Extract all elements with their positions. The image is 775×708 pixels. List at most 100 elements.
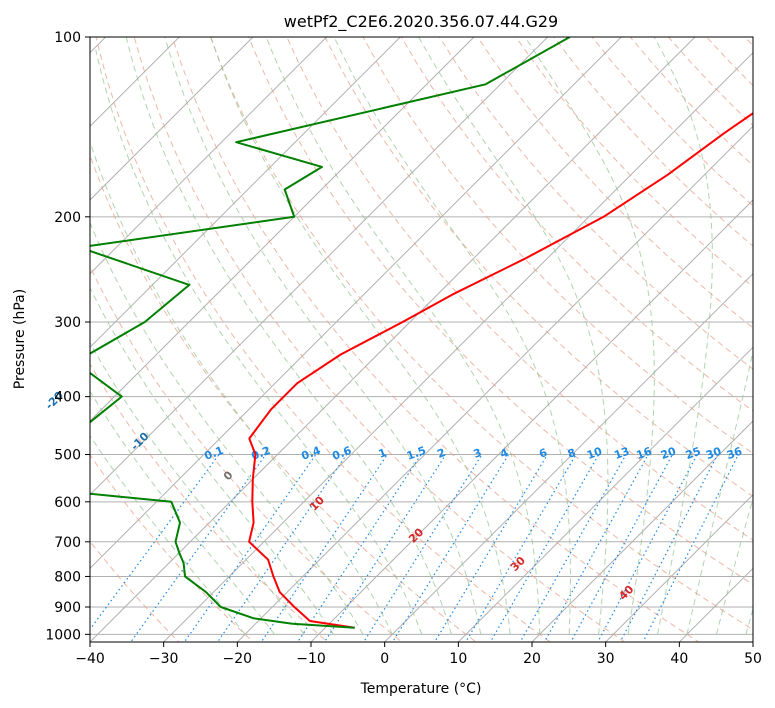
y-tick-label: 300 [54,315,81,331]
y-axis: 100 200 300 400 500 600 700 800 900 1000 [45,30,90,643]
dry-adiabat-line [90,363,329,642]
moist-adiabat-line [90,140,393,635]
mixing-ratio-line [90,454,220,631]
mixing-ratio-label: 16 [635,445,654,463]
moist-adiabat-line [90,341,305,635]
mixing-ratio-label: 2 [435,446,447,461]
chart-title: wetPf2_C2E6.2020.356.07.44.G29 [284,12,558,32]
mixing-ratio-label: 6 [537,446,549,461]
plot-frame [89,36,754,643]
dry-adiabat-line [400,37,753,412]
moist-adiabat-line [686,348,753,635]
isotherm-gridline [90,37,475,422]
x-axis: −40 −30 −20 −10 0 10 20 30 40 50 [75,642,762,667]
mixing-ratio-line [433,454,548,642]
mixing-ratio-label: 4 [498,446,510,461]
mixing-ratio-line [489,454,600,642]
y-tick-label: 600 [54,495,81,511]
mixing-ratio-label: 36 [725,445,744,463]
x-tick-label: 40 [670,651,688,667]
mixing-ratio-line [260,454,388,642]
moist-adiabat-line [210,37,511,635]
x-tick-label: −40 [75,651,105,667]
x-tick-label: −10 [296,651,326,667]
x-tick-label: −20 [223,651,253,667]
isotherm-gridline [90,37,623,570]
moist-adiabat-line [265,37,541,635]
moist-adiabat-line [653,37,713,635]
isotherm-gridline [604,493,753,642]
mixing-ratio-label: 8 [566,446,578,461]
y-tick-label: 100 [54,30,81,46]
mixing-ratio-label: 0.6 [330,444,353,463]
mixing-ratio-line [130,454,267,642]
mixing-ratio-label: 20 [659,445,678,463]
mixing-ratio-line [183,454,317,642]
isotherm-gridline [236,125,753,642]
moist-adiabat-line [524,37,655,635]
dry-adiabat-line [248,37,753,586]
x-axis-label: Temperature (°C) [360,681,482,697]
dry-adiabat-line [286,37,753,541]
isotherm-gridline [162,51,753,642]
moist-adiabat-line [716,496,753,635]
isotherm-gridline [90,37,254,201]
moist-adiabat-line [90,390,275,635]
mixing-ratio-label: 0.1 [203,444,226,463]
x-tick-label: 30 [597,651,615,667]
mixing-ratio-label: 25 [684,445,703,462]
mixing-ratio-label: 3 [472,446,484,461]
moist-adiabat-line [90,434,246,635]
dry-adiabat-line [133,37,626,642]
dry-adiabat-line [90,265,403,642]
x-tick-label: 50 [744,651,762,667]
y-tick-label: 200 [54,210,81,226]
mixing-ratio-line [570,454,673,642]
isotherm-gridline [90,37,549,496]
isotherm-gridline [90,37,696,642]
mixing-ratio-line [216,454,348,642]
mixing-ratio-line [543,454,649,642]
isotherm-gridline [531,420,753,642]
isotherm-gridline [383,272,753,642]
temperature-profile-line [248,112,753,629]
background-lines [90,37,753,642]
y-tick-label: 900 [54,600,81,616]
moist-adiabat-line [418,37,609,635]
moist-adiabat-line [90,221,364,635]
mixing-ratio-line [519,454,627,642]
y-tick-label: 1000 [45,627,81,643]
x-tick-label: 0 [380,651,389,667]
isotherm-gridline [90,37,328,275]
isotherm-gridline [90,37,402,349]
y-tick-label: 800 [54,569,81,585]
mixing-ratio-label: 1.5 [405,444,428,463]
dry-adiabat-line [90,540,180,642]
mixing-ratio-label: 0.4 [300,444,323,463]
dry-adiabat-line [90,153,477,642]
dry-adiabat-line [95,37,552,642]
dry-adiabat-line [515,37,753,288]
mixing-ratio-label: 1 [377,446,389,461]
mixing-ratio-label: 10 [585,445,604,463]
dry-adiabat-line [171,37,700,642]
x-tick-label: 10 [449,651,467,667]
moist-adiabat-line [333,37,571,635]
y-tick-label: 700 [54,535,81,551]
dry-adiabat-line [90,453,254,642]
y-tick-label: 400 [54,390,81,406]
x-tick-label: −30 [149,651,179,667]
moist-adiabat-line [125,37,452,635]
isotherm-gridline [310,199,753,642]
isotherm-gridline [90,37,181,128]
mixing-ratio-label: 30 [704,445,723,463]
y-tick-label: 500 [54,448,81,464]
moist-adiabat-line [90,286,334,635]
moist-adiabat-line [95,49,423,635]
dewpoint-profile-line [90,37,571,629]
isotherm-gridline [457,346,753,642]
x-tick-label: 20 [523,651,541,667]
profile-lines [90,37,753,629]
